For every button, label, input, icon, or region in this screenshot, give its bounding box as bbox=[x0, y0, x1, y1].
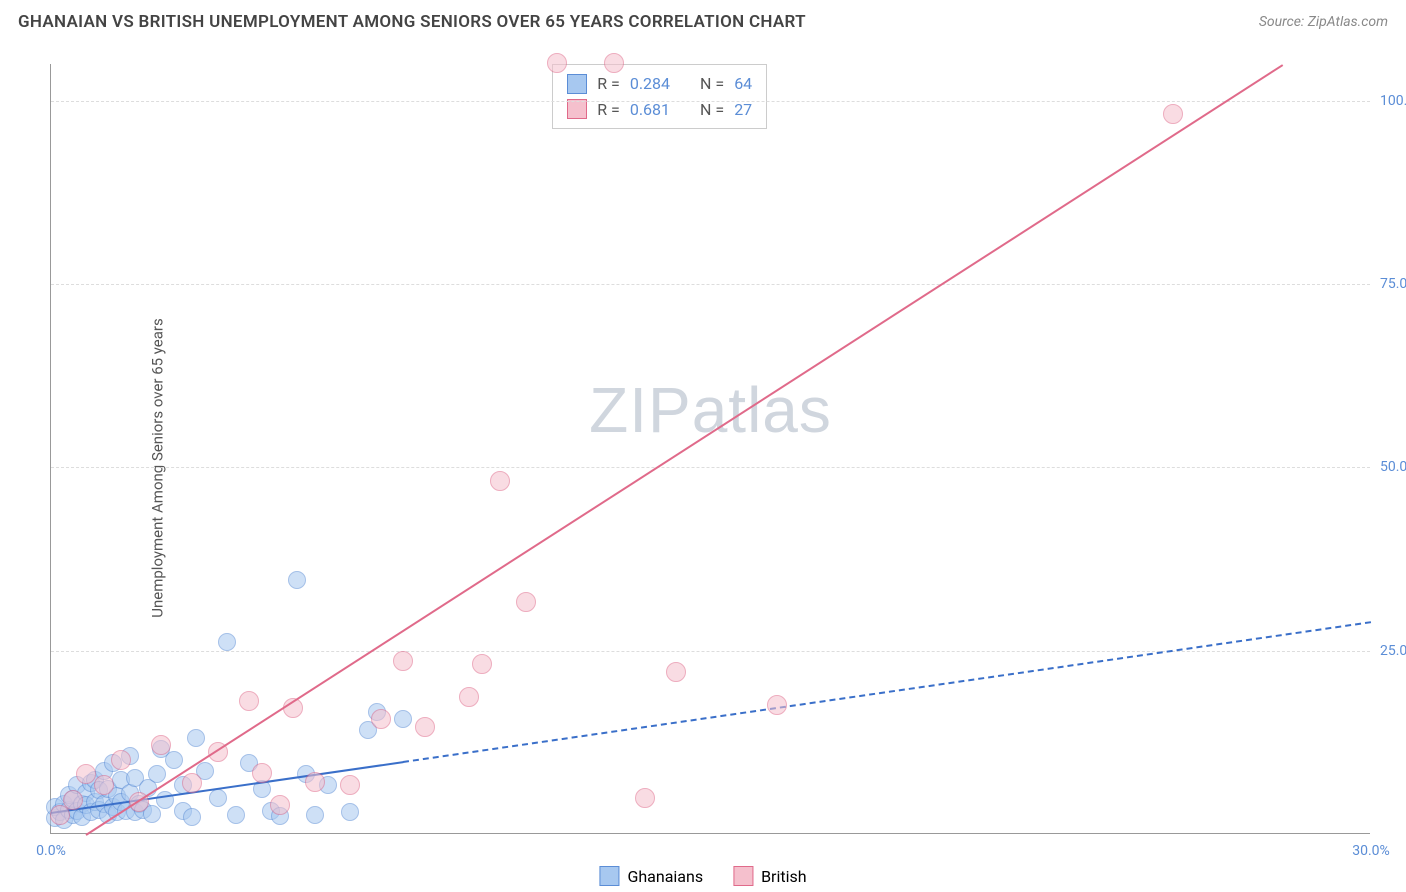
data-point-ghanaians bbox=[227, 806, 245, 824]
legend-label: British bbox=[761, 867, 806, 886]
stats-row-ghanaians: R =0.284N =64 bbox=[567, 71, 752, 97]
data-point-british bbox=[1163, 104, 1183, 124]
data-point-british bbox=[76, 764, 96, 784]
data-point-ghanaians bbox=[165, 751, 183, 769]
swatch-ghanaians bbox=[599, 866, 619, 886]
chart-title: GHANAIAN VS BRITISH UNEMPLOYMENT AMONG S… bbox=[18, 12, 806, 32]
y-tick-label: 50.0% bbox=[1380, 459, 1406, 475]
regression-line-ghanaians bbox=[403, 621, 1371, 763]
legend-item-british: British bbox=[733, 866, 806, 886]
gridline bbox=[51, 101, 1370, 102]
data-point-british bbox=[516, 592, 536, 612]
data-point-british bbox=[472, 654, 492, 674]
data-point-british bbox=[182, 773, 202, 793]
data-point-british bbox=[252, 763, 272, 783]
data-point-ghanaians bbox=[148, 765, 166, 783]
data-point-british bbox=[94, 775, 114, 795]
source-label: Source: ZipAtlas.com bbox=[1259, 14, 1388, 30]
data-point-ghanaians bbox=[306, 806, 324, 824]
data-point-british bbox=[270, 795, 290, 815]
data-point-british bbox=[459, 687, 479, 707]
swatch-british bbox=[733, 866, 753, 886]
plot-region: ZIPatlas R =0.284N =64R =0.681N =27 25.0… bbox=[50, 64, 1370, 834]
data-point-british bbox=[393, 651, 413, 671]
data-point-ghanaians bbox=[218, 633, 236, 651]
data-point-british bbox=[490, 471, 510, 491]
y-tick-label: 25.0% bbox=[1380, 643, 1406, 659]
data-point-british bbox=[547, 53, 567, 73]
data-point-british bbox=[415, 717, 435, 737]
data-point-british bbox=[666, 662, 686, 682]
gridline bbox=[51, 284, 1370, 285]
data-point-ghanaians bbox=[394, 710, 412, 728]
series-legend: Ghanaians British bbox=[599, 866, 806, 886]
data-point-british bbox=[305, 772, 325, 792]
swatch-british bbox=[567, 99, 587, 119]
data-point-british bbox=[111, 750, 131, 770]
swatch-ghanaians bbox=[567, 74, 587, 94]
chart-area: Unemployment Among Seniors over 65 years… bbox=[0, 44, 1406, 892]
data-point-ghanaians bbox=[209, 789, 227, 807]
data-point-ghanaians bbox=[341, 803, 359, 821]
watermark: ZIPatlas bbox=[589, 373, 832, 447]
data-point-british bbox=[635, 788, 655, 808]
data-point-ghanaians bbox=[187, 729, 205, 747]
data-point-ghanaians bbox=[288, 571, 306, 589]
legend-label: Ghanaians bbox=[627, 867, 703, 886]
y-tick-label: 75.0% bbox=[1380, 276, 1406, 292]
x-tick-label: 0.0% bbox=[36, 843, 66, 859]
x-tick-label: 30.0% bbox=[1352, 843, 1390, 859]
data-point-british bbox=[239, 691, 259, 711]
data-point-british bbox=[340, 775, 360, 795]
data-point-british bbox=[604, 53, 624, 73]
y-tick-label: 100.0% bbox=[1380, 93, 1406, 109]
stats-legend: R =0.284N =64R =0.681N =27 bbox=[552, 64, 767, 129]
data-point-ghanaians bbox=[183, 808, 201, 826]
legend-item-ghanaians: Ghanaians bbox=[599, 866, 703, 886]
gridline bbox=[51, 467, 1370, 468]
data-point-british bbox=[63, 790, 83, 810]
data-point-british bbox=[767, 695, 787, 715]
data-point-british bbox=[151, 735, 171, 755]
data-point-british bbox=[371, 709, 391, 729]
